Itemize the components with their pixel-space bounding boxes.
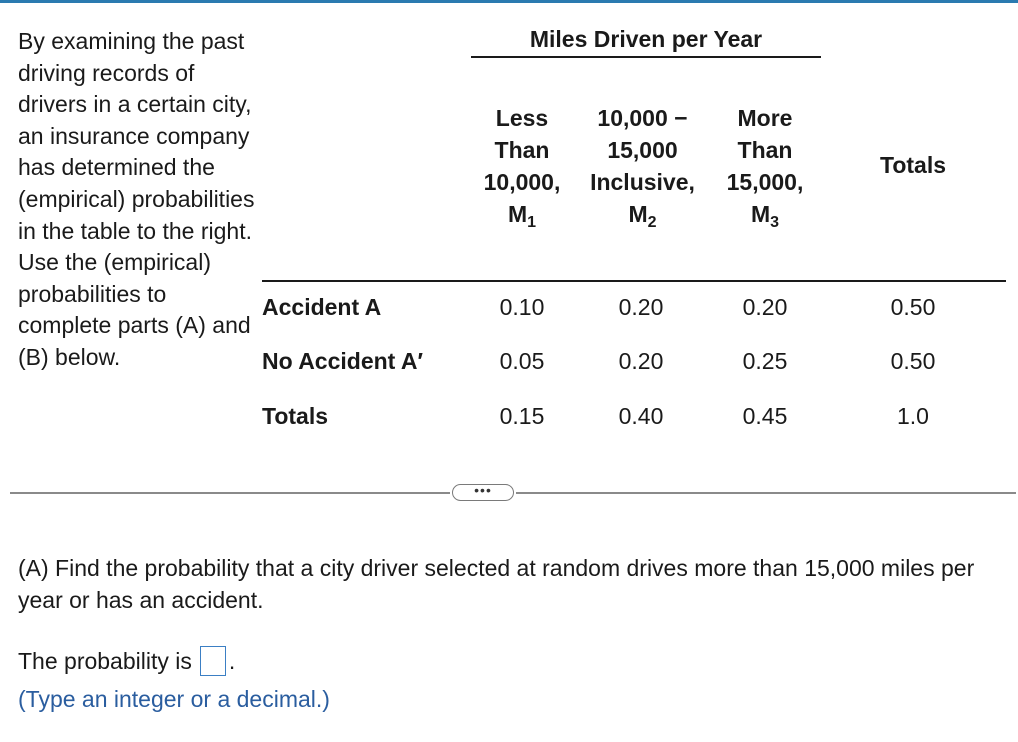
table-cell: 0.20 <box>618 348 664 374</box>
table-cell: 0.20 <box>618 294 664 320</box>
table-cell: 1.0 <box>897 403 929 429</box>
column-header-m1: Less Than 10,000, M1 <box>472 102 572 234</box>
expand-more-button[interactable]: ••• <box>452 483 514 501</box>
answer-line: The probability is . <box>18 646 235 676</box>
table-cell: 0.40 <box>618 403 664 429</box>
column-symbol: M2 <box>628 201 657 231</box>
table-cell: 0.20 <box>742 294 788 320</box>
row-label: No Accident A′ <box>262 348 423 374</box>
section-divider-right <box>516 492 1016 494</box>
top-accent-bar <box>0 0 1018 3</box>
table-cell: 0.25 <box>742 348 788 374</box>
column-header-line: 15,000, <box>726 169 804 195</box>
column-header-line: 15,000 <box>607 137 678 163</box>
column-header-line: Inclusive, <box>590 169 695 195</box>
table-cell: 0.05 <box>499 348 545 374</box>
table-cell: 0.50 <box>890 294 936 320</box>
column-header-m2: 10,000 − 15,000 Inclusive, M2 <box>580 102 705 234</box>
column-symbol: M1 <box>507 201 537 231</box>
row-label: Accident A <box>262 294 382 320</box>
section-divider-left <box>10 492 450 494</box>
group-title-underline <box>471 56 821 58</box>
answer-hint: (Type an integer or a decimal.) <box>18 686 330 712</box>
table-cell: 0.45 <box>742 403 788 429</box>
column-header-line: 10,000, <box>483 169 561 195</box>
column-header-line: Than <box>494 137 550 163</box>
column-header-totals: Totals <box>879 152 947 178</box>
column-symbol: M3 <box>750 201 780 231</box>
row-label: Totals <box>262 403 329 429</box>
table-cell: 0.15 <box>499 403 545 429</box>
table-group-title: Miles Driven per Year <box>529 26 763 52</box>
column-header-line: Than <box>737 137 793 163</box>
answer-input[interactable] <box>199 646 226 676</box>
table-header-rule <box>262 280 1006 282</box>
column-header-m3: More Than 15,000, M3 <box>712 102 818 234</box>
column-header-line: Less <box>495 105 549 131</box>
problem-intro: By examining the past driving records of… <box>18 28 255 370</box>
column-header-line: More <box>737 105 793 131</box>
table-cell: 0.50 <box>890 348 936 374</box>
question-part-a: (A) Find the probability that a city dri… <box>18 555 975 613</box>
column-header-line: 10,000 − <box>597 105 688 131</box>
table-cell: 0.10 <box>499 294 545 320</box>
answer-prefix: The probability is <box>18 647 192 674</box>
answer-suffix: . <box>228 647 236 674</box>
